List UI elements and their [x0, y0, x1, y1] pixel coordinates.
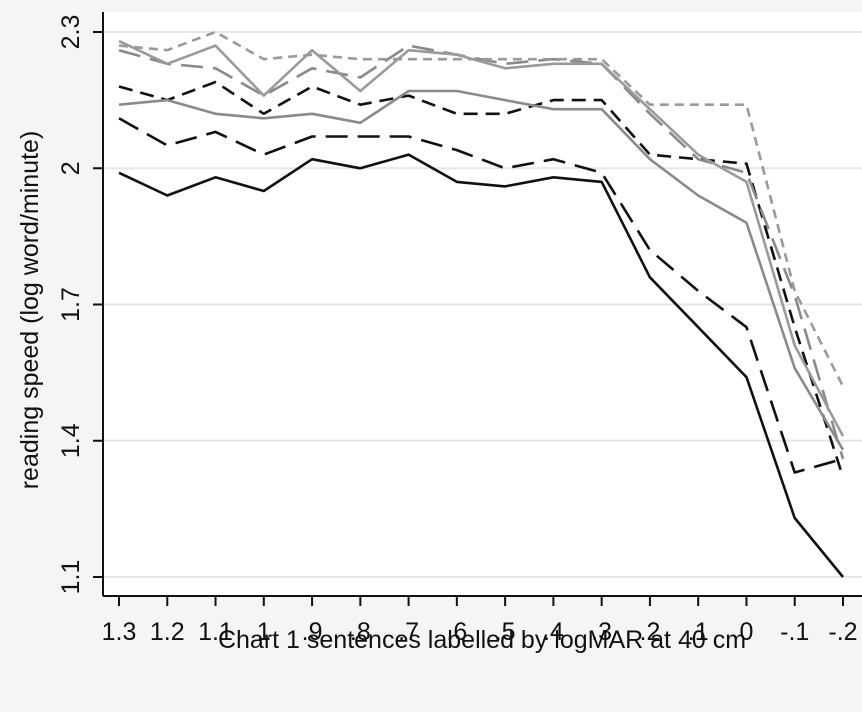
y-tick-label-4: 2.3: [57, 15, 85, 50]
x-tick-label-11: .2: [640, 618, 661, 646]
x-tick-label-2: 1.1: [198, 618, 233, 646]
x-tick-label-1: 1.2: [150, 618, 185, 646]
y-tick-label-0: 1.1: [57, 560, 85, 595]
series-layer: [118, 30, 845, 578]
series-line-7: [118, 30, 845, 387]
x-tick-label-8: .5: [495, 618, 516, 646]
series-line-2: [118, 117, 844, 474]
x-tick-label-13: 0: [740, 618, 754, 646]
grid-lines: [103, 31, 862, 578]
x-tick-label-10: .3: [591, 618, 612, 646]
x-tick-label-9: .4: [543, 618, 564, 646]
x-tick-label-0: 1.3: [102, 618, 137, 646]
series-line-1: [118, 153, 845, 578]
x-tick-label-12: .1: [688, 618, 709, 646]
x-tick-label-5: .8: [350, 618, 371, 646]
x-tick-labels: 1.3 1.2 1.1 1 .9 .8 .7 .6 .5 .4 .3 .2 .1 0 -.1 -.2: [102, 618, 858, 646]
x-tick-label-3: 1: [257, 618, 271, 646]
x-tick-label-15: -.2: [828, 618, 857, 646]
y-tick-labels: 1.1 1.4 1.7 2 2.3: [57, 15, 85, 595]
y-tick-label-2: 1.7: [57, 287, 85, 322]
x-tick-label-7: .6: [446, 618, 467, 646]
x-axis-label: Chart 1 sentences labelled by logMAR at …: [218, 626, 746, 654]
x-tick-label-14: -.1: [780, 618, 809, 646]
x-tick-label-4: .9: [302, 618, 323, 646]
series-line-6: [118, 39, 845, 437]
y-tick-label-1: 1.4: [57, 423, 85, 458]
y-tick-label-3: 2: [57, 161, 85, 175]
y-axis-label: reading speed (log word/minute): [16, 131, 44, 490]
series-line-5: [118, 44, 845, 460]
axes: [93, 12, 862, 606]
series-line-4: [118, 89, 845, 451]
x-tick-label-6: .7: [398, 618, 419, 646]
